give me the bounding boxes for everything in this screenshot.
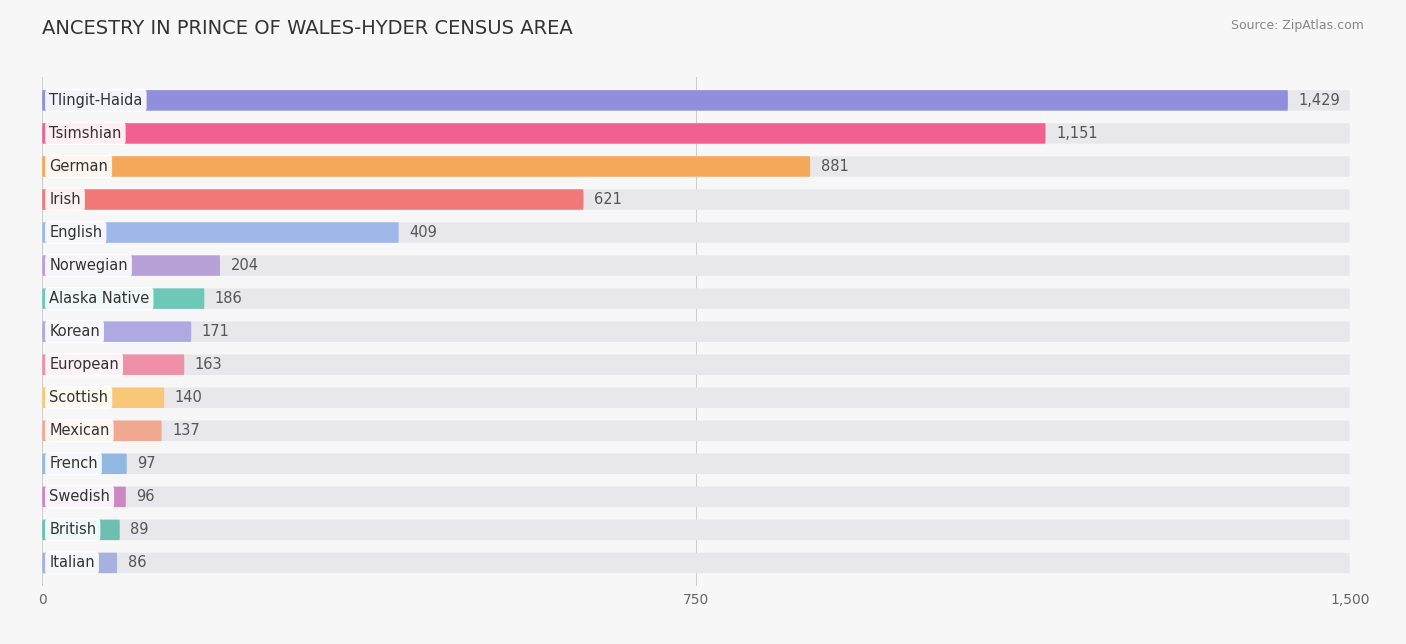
Text: 409: 409 [409,225,437,240]
Text: Mexican: Mexican [49,423,110,439]
Text: 89: 89 [131,522,149,537]
Text: 96: 96 [136,489,155,504]
Text: Korean: Korean [49,324,100,339]
Text: Italian: Italian [49,555,94,571]
FancyBboxPatch shape [42,553,1350,573]
FancyBboxPatch shape [42,255,1350,276]
Text: Alaska Native: Alaska Native [49,291,149,306]
FancyBboxPatch shape [42,321,1350,342]
FancyBboxPatch shape [42,90,1288,111]
Text: 186: 186 [215,291,242,306]
Text: ANCESTRY IN PRINCE OF WALES-HYDER CENSUS AREA: ANCESTRY IN PRINCE OF WALES-HYDER CENSUS… [42,19,572,39]
FancyBboxPatch shape [42,189,1350,210]
Text: Scottish: Scottish [49,390,108,405]
Text: Irish: Irish [49,192,80,207]
FancyBboxPatch shape [42,289,1350,309]
FancyBboxPatch shape [42,321,191,342]
Text: Tlingit-Haida: Tlingit-Haida [49,93,142,108]
FancyBboxPatch shape [42,453,1350,474]
FancyBboxPatch shape [42,421,1350,441]
FancyBboxPatch shape [42,487,1350,507]
FancyBboxPatch shape [42,520,120,540]
Text: 1,151: 1,151 [1056,126,1098,141]
FancyBboxPatch shape [42,222,399,243]
Text: German: German [49,159,108,174]
Text: British: British [49,522,96,537]
Text: French: French [49,457,98,471]
Text: 621: 621 [593,192,621,207]
Text: 163: 163 [194,357,222,372]
FancyBboxPatch shape [42,354,1350,375]
FancyBboxPatch shape [42,255,219,276]
Text: 881: 881 [821,159,848,174]
Text: 140: 140 [174,390,202,405]
Text: Source: ZipAtlas.com: Source: ZipAtlas.com [1230,19,1364,32]
FancyBboxPatch shape [42,123,1350,144]
FancyBboxPatch shape [42,553,117,573]
FancyBboxPatch shape [42,354,184,375]
Text: 204: 204 [231,258,259,273]
Text: 86: 86 [128,555,146,571]
Text: English: English [49,225,103,240]
FancyBboxPatch shape [42,156,1350,176]
Text: 1,429: 1,429 [1298,93,1340,108]
Text: European: European [49,357,120,372]
Text: 137: 137 [172,423,200,439]
Text: Tsimshian: Tsimshian [49,126,121,141]
Text: 171: 171 [201,324,229,339]
FancyBboxPatch shape [42,156,810,176]
Text: 97: 97 [138,457,156,471]
FancyBboxPatch shape [42,520,1350,540]
Text: Norwegian: Norwegian [49,258,128,273]
FancyBboxPatch shape [42,222,1350,243]
Text: Swedish: Swedish [49,489,110,504]
FancyBboxPatch shape [42,123,1046,144]
FancyBboxPatch shape [42,421,162,441]
FancyBboxPatch shape [42,289,204,309]
FancyBboxPatch shape [42,487,127,507]
FancyBboxPatch shape [42,189,583,210]
FancyBboxPatch shape [42,90,1350,111]
FancyBboxPatch shape [42,453,127,474]
FancyBboxPatch shape [42,388,165,408]
FancyBboxPatch shape [42,388,1350,408]
